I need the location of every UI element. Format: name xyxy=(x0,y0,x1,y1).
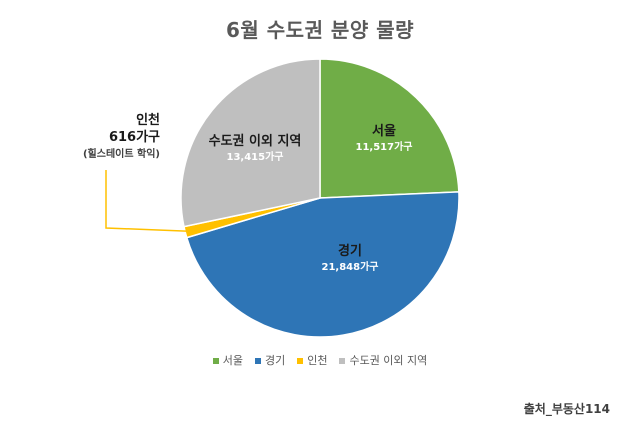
slice-value-label-0: 11,517가구 xyxy=(356,140,413,153)
legend-swatch-0 xyxy=(212,358,219,364)
slice-value-label-3: 13,415가구 xyxy=(227,150,284,163)
legend-label-2: 인천 xyxy=(307,354,328,367)
legend-label-0: 서울 xyxy=(222,354,243,367)
incheon-callout: 인천 616가구 (힐스테이트 학익) xyxy=(40,112,160,163)
chart-legend: 서울 경기 인천 수도권 이외 지역 xyxy=(0,352,640,368)
legend-swatch-2 xyxy=(297,358,304,364)
slice-value-label-1: 21,848가구 xyxy=(322,260,379,273)
slice-name-label-1: 경기 xyxy=(338,243,362,259)
legend-label-1: 경기 xyxy=(264,354,286,367)
slice-name-label-0: 서울 xyxy=(372,123,396,139)
legend-swatch-3 xyxy=(339,358,346,364)
incheon-callout-name: 인천 xyxy=(136,113,160,128)
legend-label-3: 수도권 이외 지역 xyxy=(349,354,428,367)
legend-item-3: 수도권 이외 지역 xyxy=(339,352,427,368)
slice-name-label-3: 수도권 이외 지역 xyxy=(209,133,302,149)
pie-slice-3 xyxy=(180,58,321,228)
legend-item-2: 인천 xyxy=(297,352,327,368)
pie-slice-0 xyxy=(319,58,460,199)
chart-title: 6월 수도권 분양 물량 xyxy=(225,18,414,42)
pie-slice-1 xyxy=(185,191,460,338)
legend-item-0: 서울 xyxy=(212,352,243,368)
source-credit: 출처_부동산114 xyxy=(523,402,610,416)
legend-swatch-1 xyxy=(254,358,261,364)
incheon-callout-note: (힐스테이트 학익) xyxy=(82,149,160,160)
incheon-leader-line xyxy=(105,170,190,232)
incheon-callout-value: 616가구 xyxy=(108,130,160,145)
legend-item-1: 경기 xyxy=(254,352,286,368)
